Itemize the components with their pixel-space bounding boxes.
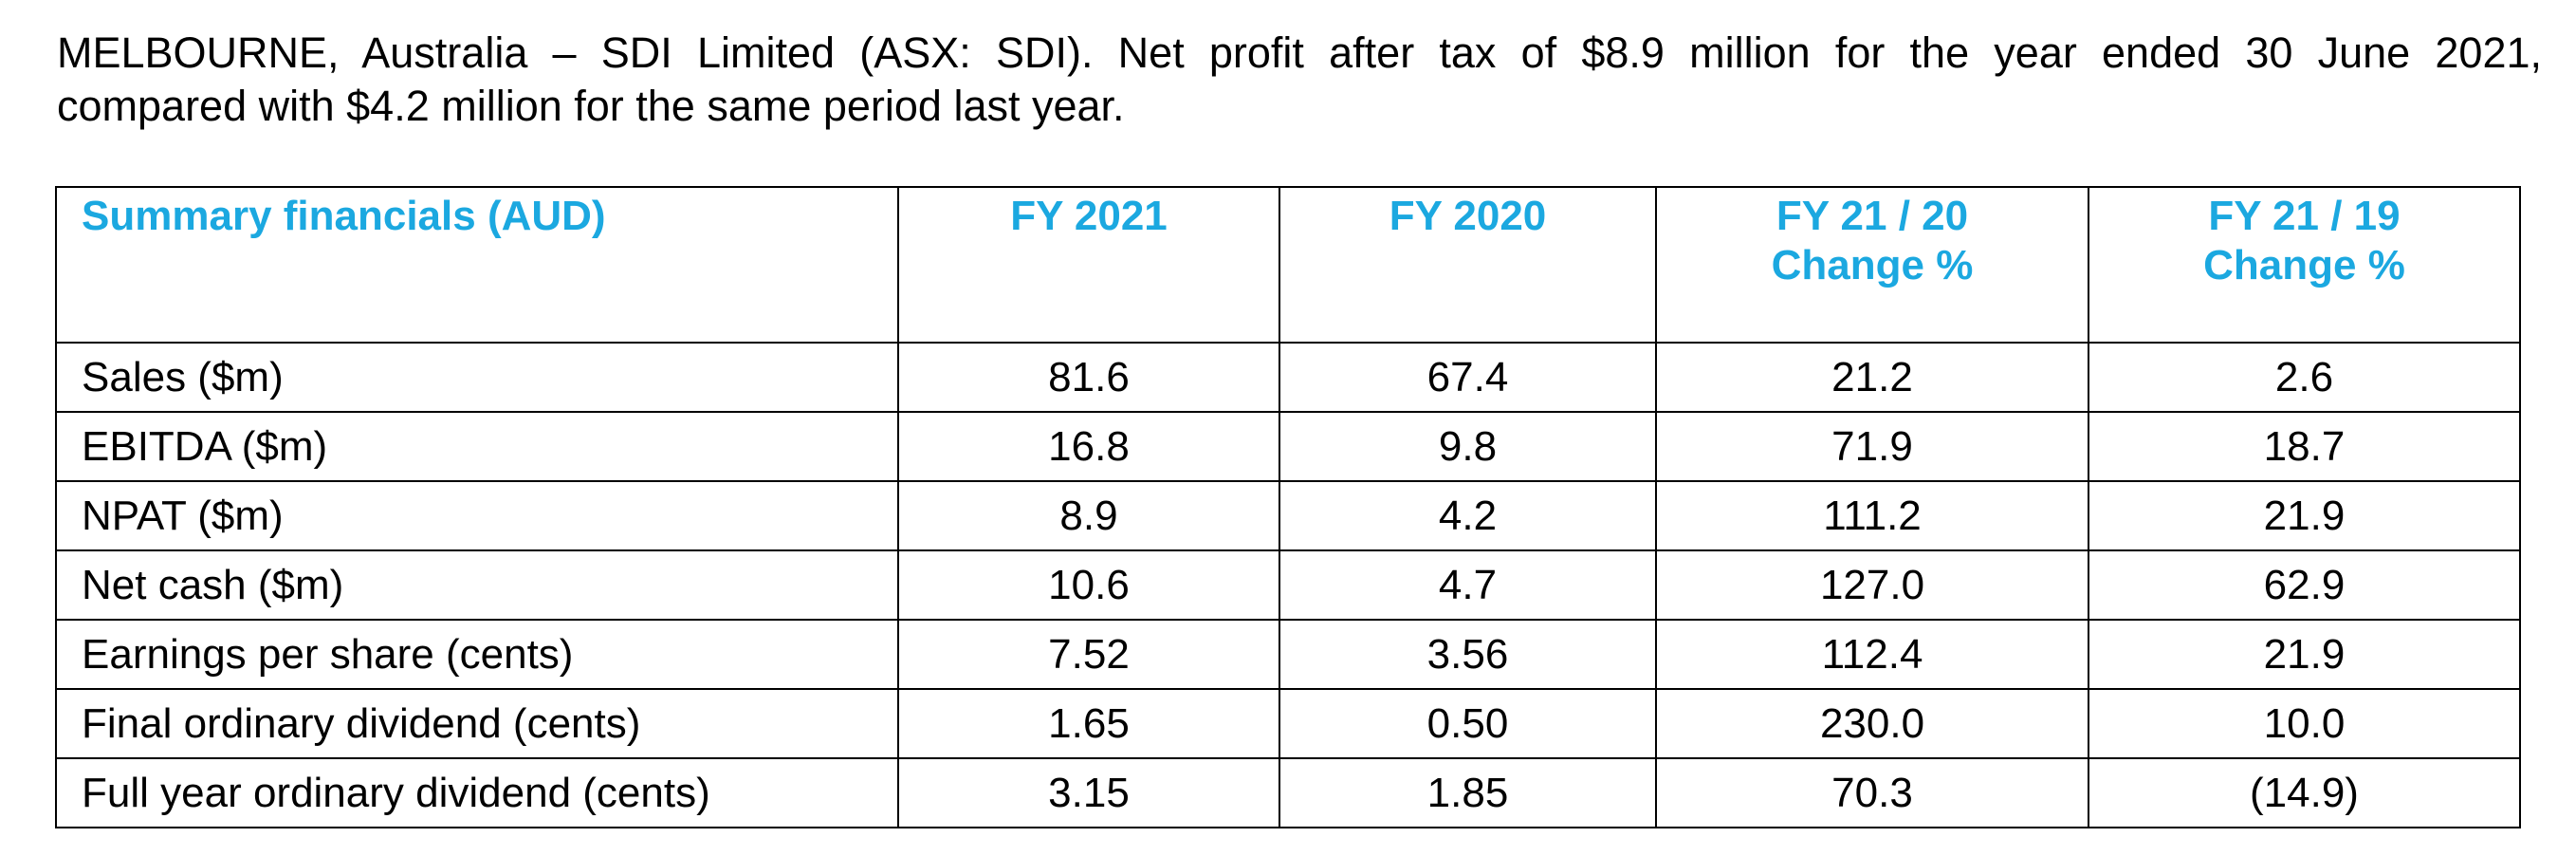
- table-row: Earnings per share (cents) 7.52 3.56 112…: [55, 619, 2521, 690]
- cell-fy2021: 7.52: [897, 619, 1280, 690]
- cell-fy2021: 8.9: [897, 480, 1280, 551]
- cell-fy2020: 3.56: [1279, 619, 1657, 690]
- cell-fy21-19-change: 10.0: [2088, 688, 2521, 759]
- header-fy21-20-line1: FY 21 / 20: [1776, 193, 1969, 239]
- header-fy21-19-change: FY 21 / 19 Change %: [2088, 186, 2521, 344]
- cell-fy21-19-change: 2.6: [2088, 342, 2521, 413]
- intro-paragraph: MELBOURNE, Australia – SDI Limited (ASX:…: [57, 27, 2542, 133]
- row-label: EBITDA ($m): [55, 411, 899, 482]
- table-header-row: Summary financials (AUD) FY 2021 FY 2020…: [55, 186, 2521, 344]
- header-fy21-19-line1: FY 21 / 19: [2208, 193, 2401, 239]
- row-label: Full year ordinary dividend (cents): [55, 757, 899, 828]
- cell-fy21-20-change: 112.4: [1655, 619, 2089, 690]
- cell-fy2020: 9.8: [1279, 411, 1657, 482]
- cell-fy21-20-change: 230.0: [1655, 688, 2089, 759]
- header-fy2021: FY 2021: [897, 186, 1280, 344]
- table-row: Sales ($m) 81.6 67.4 21.2 2.6: [55, 342, 2521, 413]
- intro-line-2: compared with $4.2 million for the same …: [57, 82, 1125, 130]
- cell-fy2020: 0.50: [1279, 688, 1657, 759]
- cell-fy2021: 10.6: [897, 549, 1280, 621]
- table-row: Net cash ($m) 10.6 4.7 127.0 62.9: [55, 549, 2521, 621]
- cell-fy2021: 16.8: [897, 411, 1280, 482]
- header-fy21-20-change: FY 21 / 20 Change %: [1655, 186, 2089, 344]
- intro-line-1: MELBOURNE, Australia – SDI Limited (ASX:…: [57, 28, 2542, 77]
- cell-fy21-20-change: 127.0: [1655, 549, 2089, 621]
- table-row: NPAT ($m) 8.9 4.2 111.2 21.9: [55, 480, 2521, 551]
- cell-fy21-19-change: 21.9: [2088, 619, 2521, 690]
- cell-fy2020: 4.2: [1279, 480, 1657, 551]
- cell-fy2020: 4.7: [1279, 549, 1657, 621]
- row-label: Sales ($m): [55, 342, 899, 413]
- cell-fy21-19-change: 18.7: [2088, 411, 2521, 482]
- table-row: EBITDA ($m) 16.8 9.8 71.9 18.7: [55, 411, 2521, 482]
- cell-fy21-19-change: 62.9: [2088, 549, 2521, 621]
- cell-fy21-19-change: 21.9: [2088, 480, 2521, 551]
- header-fy21-19-line2: Change %: [2203, 242, 2405, 288]
- cell-fy2020: 67.4: [1279, 342, 1657, 413]
- header-summary-financials: Summary financials (AUD): [55, 186, 899, 344]
- table-row: Full year ordinary dividend (cents) 3.15…: [55, 757, 2521, 828]
- cell-fy2021: 3.15: [897, 757, 1280, 828]
- header-fy21-20-line2: Change %: [1771, 242, 1974, 288]
- cell-fy21-20-change: 21.2: [1655, 342, 2089, 413]
- row-label: NPAT ($m): [55, 480, 899, 551]
- cell-fy21-19-change: (14.9): [2088, 757, 2521, 828]
- cell-fy21-20-change: 70.3: [1655, 757, 2089, 828]
- row-label: Final ordinary dividend (cents): [55, 688, 899, 759]
- table-row: Final ordinary dividend (cents) 1.65 0.5…: [55, 688, 2521, 759]
- cell-fy2021: 81.6: [897, 342, 1280, 413]
- row-label: Net cash ($m): [55, 549, 899, 621]
- header-fy2020: FY 2020: [1279, 186, 1657, 344]
- cell-fy2021: 1.65: [897, 688, 1280, 759]
- summary-financials-table: Summary financials (AUD) FY 2021 FY 2020…: [55, 186, 2521, 828]
- cell-fy2020: 1.85: [1279, 757, 1657, 828]
- cell-fy21-20-change: 71.9: [1655, 411, 2089, 482]
- row-label: Earnings per share (cents): [55, 619, 899, 690]
- cell-fy21-20-change: 111.2: [1655, 480, 2089, 551]
